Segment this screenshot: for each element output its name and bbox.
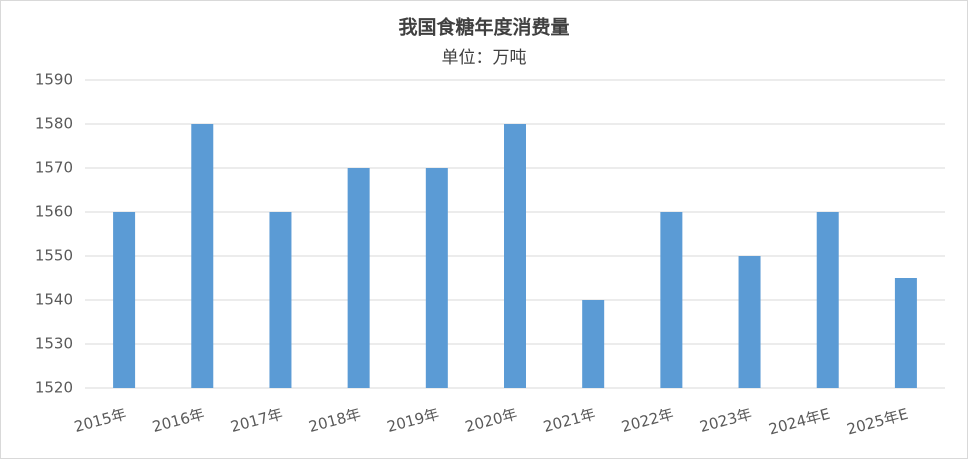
chart-title: 我国食糖年度消费量 xyxy=(398,16,569,39)
y-tick-label: 1560 xyxy=(35,203,73,221)
bar xyxy=(191,124,214,388)
y-tick-label: 1540 xyxy=(35,291,73,309)
y-tick-label: 1520 xyxy=(35,379,73,397)
bar xyxy=(660,212,683,388)
bar xyxy=(738,256,761,388)
y-tick-label: 1570 xyxy=(35,159,73,177)
y-tick-label: 1530 xyxy=(35,335,73,353)
bar xyxy=(816,212,839,388)
bar xyxy=(425,168,448,388)
bar xyxy=(504,124,526,388)
y-tick-label: 1550 xyxy=(35,247,73,265)
chart-subtitle: 单位：万吨 xyxy=(442,48,527,68)
y-tick-label: 1580 xyxy=(35,115,73,133)
bar xyxy=(347,168,370,388)
bar xyxy=(113,212,136,388)
y-tick-label: 1590 xyxy=(35,71,73,89)
bar xyxy=(582,300,605,388)
bar xyxy=(269,212,292,388)
bar xyxy=(894,278,917,388)
